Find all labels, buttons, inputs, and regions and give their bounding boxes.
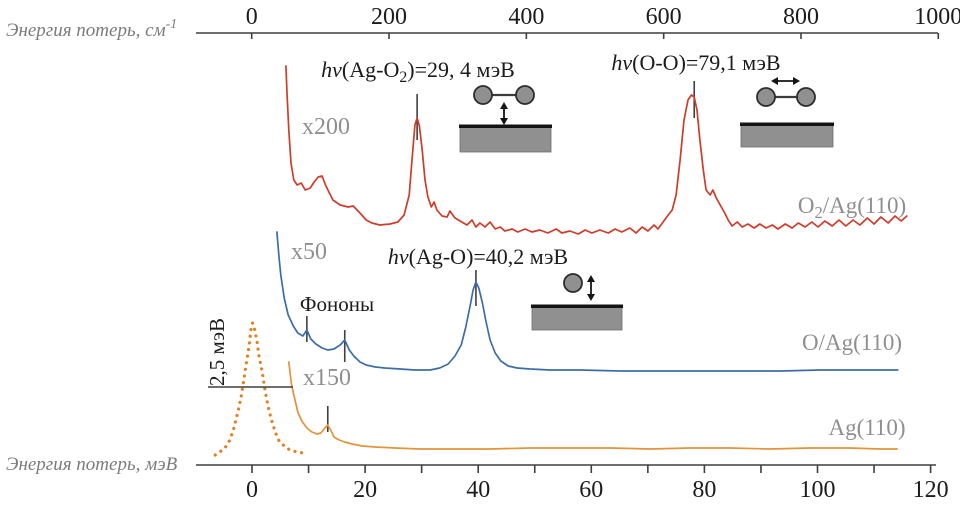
atom-circle xyxy=(756,87,776,107)
vibration-arrow-head-up xyxy=(587,275,595,282)
top-axis-title: Энергия потерь, см-1 xyxy=(6,16,177,41)
atom-circle xyxy=(515,85,535,105)
inset-o2-perpendicular-vibration xyxy=(459,85,552,153)
label-o2-ag110: O2/Ag(110) xyxy=(798,193,906,222)
inset-o2-stretch-vibration xyxy=(740,77,834,148)
vibration-arrow-head-down xyxy=(500,118,508,125)
ann-ag-o: hν(Ag-O)=40,2 мэВ xyxy=(388,244,568,269)
top-axis-tick-label: 800 xyxy=(783,4,819,30)
surface-top-edge xyxy=(531,304,623,308)
mult-x150: x150 xyxy=(303,365,351,391)
top-axis-tick-label: 400 xyxy=(508,4,544,30)
bottom-axis-tick-label: 40 xyxy=(466,477,490,503)
bottom-axis-tick-label: 100 xyxy=(800,477,836,503)
top-axis-tick-label: 600 xyxy=(646,4,682,30)
bottom-axis-title: Энергия потерь, мэВ xyxy=(6,454,178,475)
surface-slab xyxy=(531,305,623,331)
spectrum-curve-o2_ag110 xyxy=(285,65,908,235)
surface-top-edge xyxy=(740,122,834,126)
bottom-axis-tick-label: 80 xyxy=(692,477,716,503)
vibration-arrow-head-down xyxy=(587,294,595,301)
atom-circle xyxy=(473,85,493,105)
fwhm-label: 2,5 мэВ xyxy=(205,318,229,386)
bottom-axis-tick-label: 0 xyxy=(246,477,258,503)
surface-slab xyxy=(740,123,834,148)
vibration-arrow-head-left xyxy=(771,77,778,85)
label-ag110: Ag(110) xyxy=(828,415,905,440)
surface-slab xyxy=(459,125,552,153)
atom-circle xyxy=(563,273,583,293)
spectrum-curve-ag110 xyxy=(287,361,899,450)
inset-o-atom-vibration xyxy=(531,273,623,331)
bottom-axis-tick-label: 120 xyxy=(913,477,949,503)
label-o-ag110: O/Ag(110) xyxy=(802,330,902,355)
top-axis-tick-label: 1000 xyxy=(914,4,960,30)
ann-o-o: hν(O-O)=79,1 мэВ xyxy=(611,50,780,75)
bottom-axis-tick-label: 60 xyxy=(579,477,603,503)
mult-x50: x50 xyxy=(291,239,327,265)
atom-circle xyxy=(796,87,816,107)
vibration-arrow-head-up xyxy=(500,102,508,109)
mult-x200: x200 xyxy=(302,114,350,140)
top-axis-tick-label: 0 xyxy=(246,4,258,30)
top-axis-tick-label: 200 xyxy=(371,4,407,30)
surface-top-edge xyxy=(459,124,552,128)
spectrum-curve-elastic_peak xyxy=(213,321,305,457)
vibration-arrow-head-right xyxy=(793,77,800,85)
bottom-axis-tick-label: 20 xyxy=(353,477,377,503)
ann-phonons: Фононы xyxy=(300,292,374,316)
spectrum-curve-o_ag110 xyxy=(276,231,899,372)
ann-ag-o2: hν(Ag-O2)=29, 4 мэВ xyxy=(321,57,515,86)
